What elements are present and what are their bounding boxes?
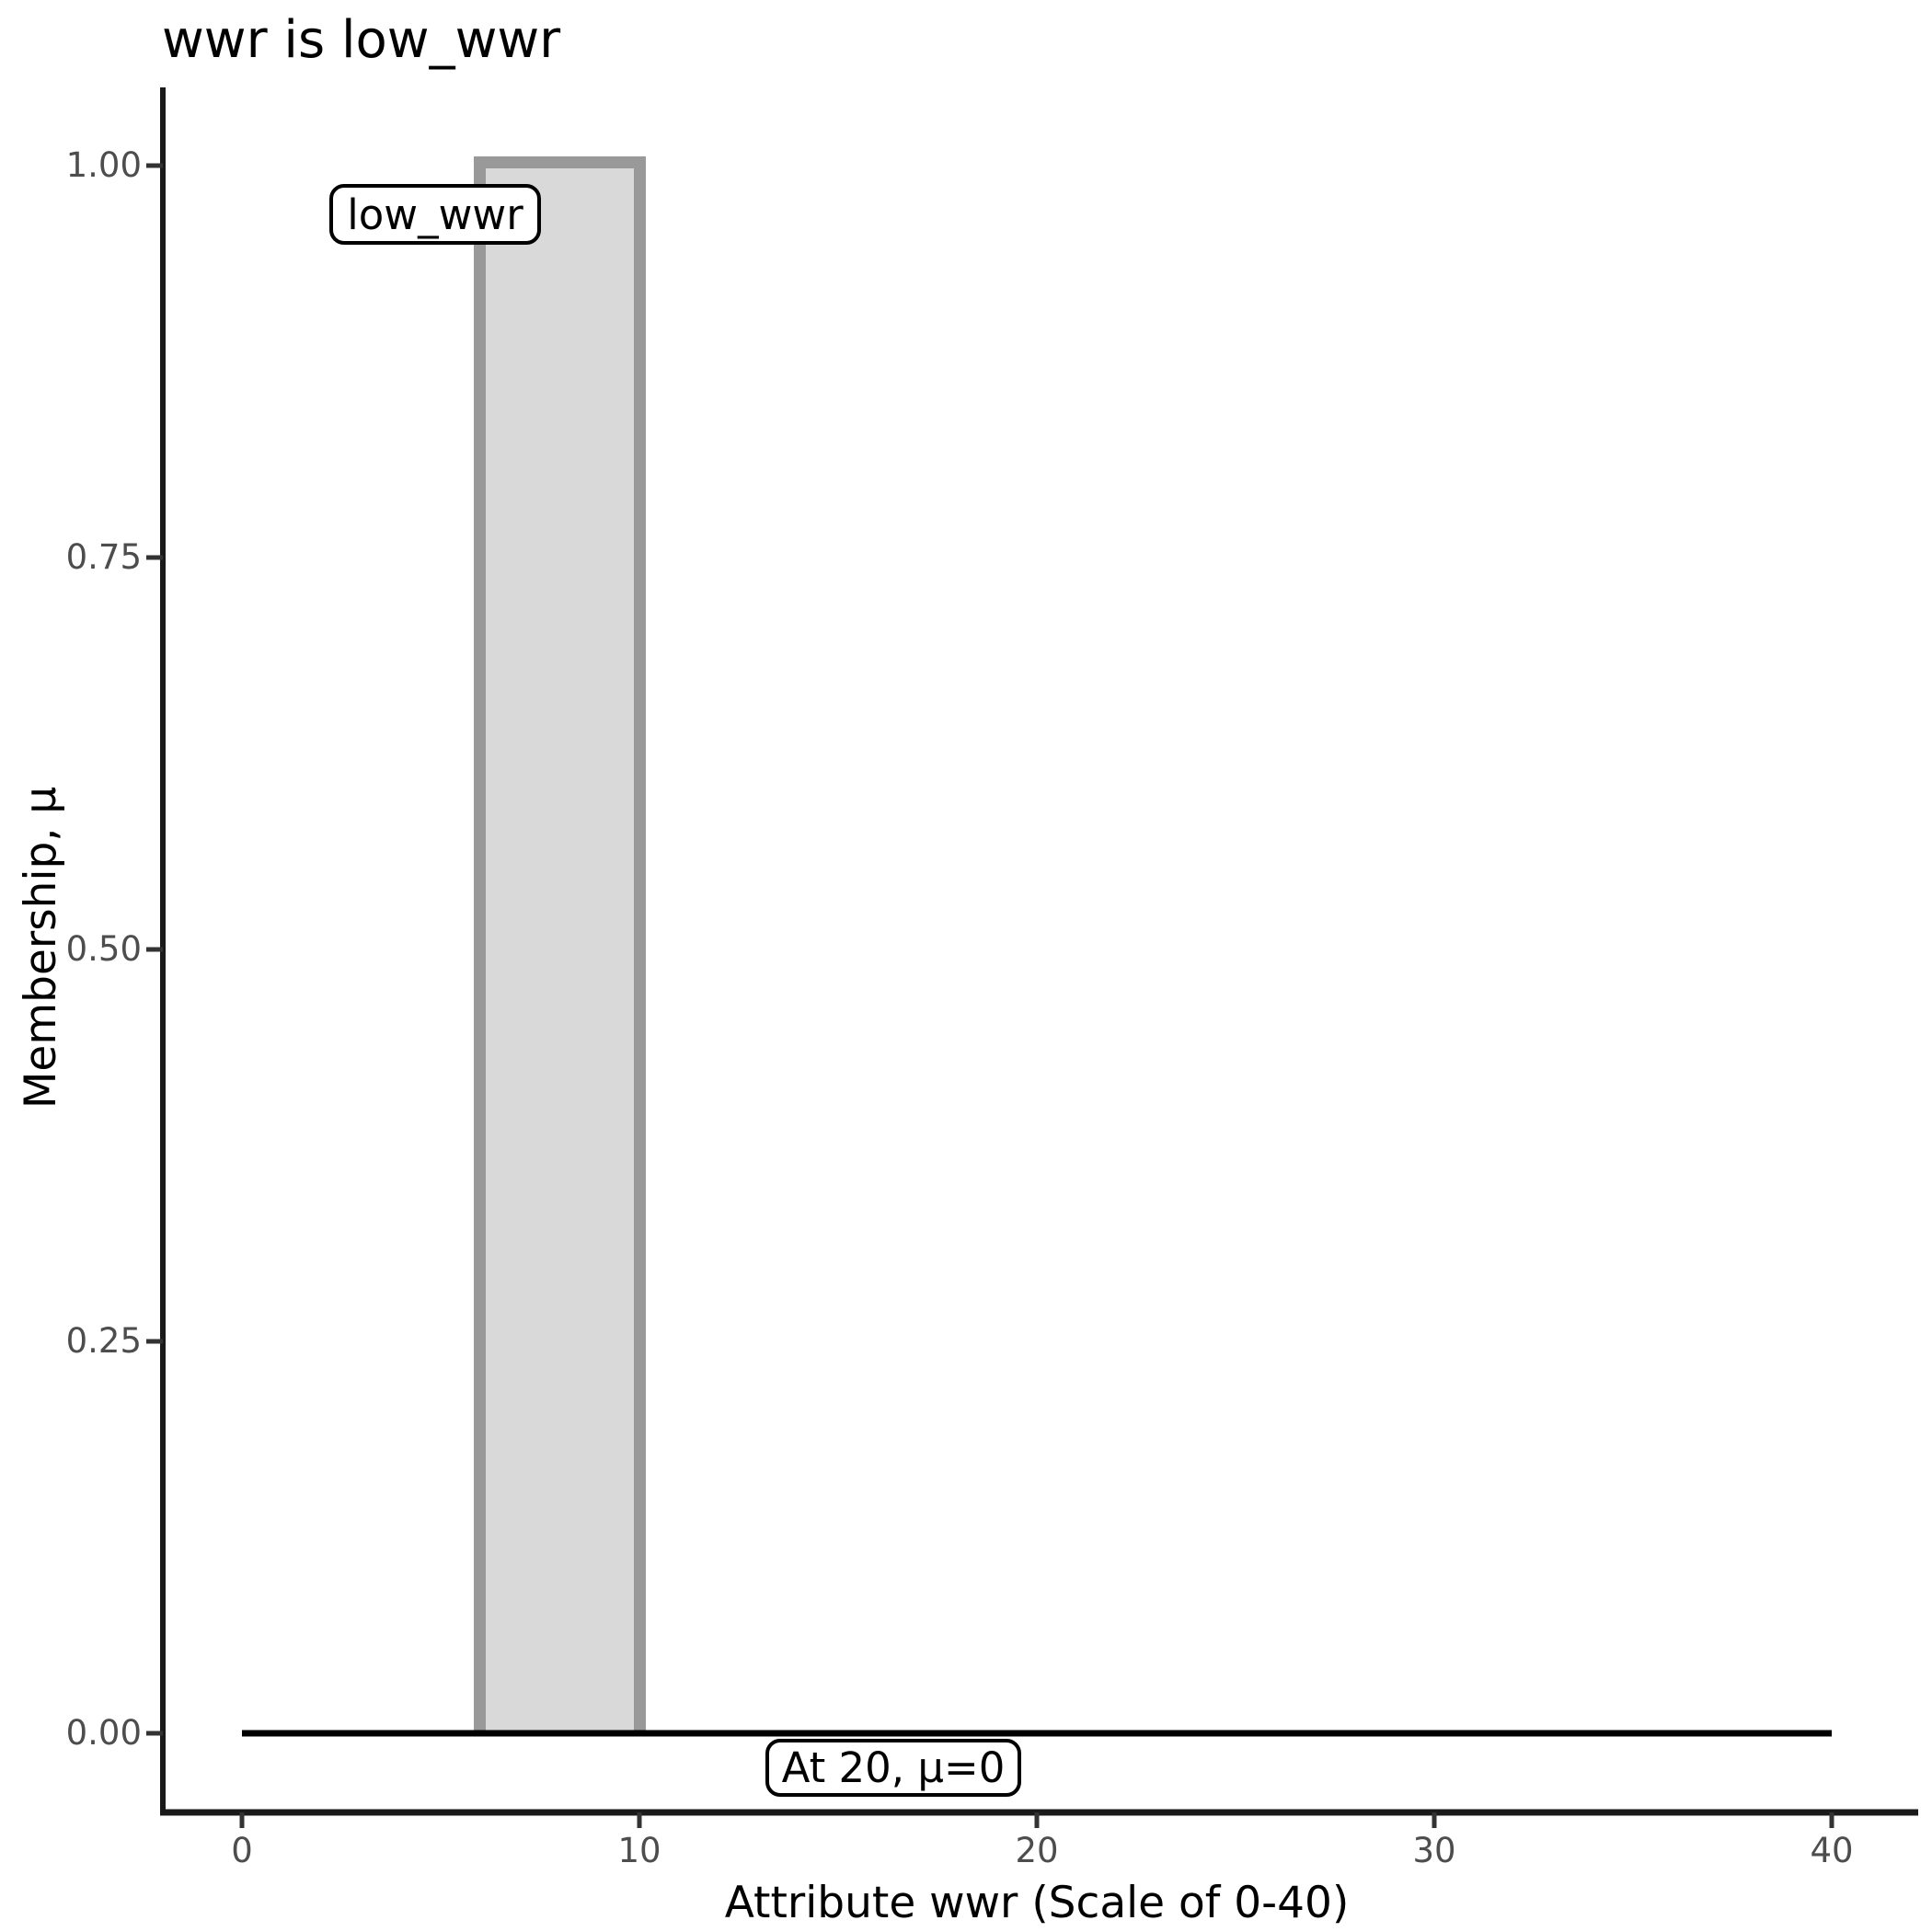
x-tick-label-30: 30 <box>1412 1831 1456 1870</box>
y-tick-label-1.00: 1.00 <box>65 145 142 185</box>
y-tick-label-0.75: 0.75 <box>65 537 142 577</box>
annotation-point-label-text: At 20, μ=0 <box>781 1743 1006 1792</box>
y-tick-label-0.00: 0.00 <box>65 1713 142 1753</box>
x-tick-label-40: 40 <box>1810 1831 1854 1870</box>
x-tick-label-20: 20 <box>1015 1831 1059 1870</box>
x-axis-title: Attribute wwr (Scale of 0-40) <box>724 1878 1350 1928</box>
x-tick-marks <box>239 1812 1834 1828</box>
y-tick-marks <box>146 163 163 1736</box>
membership-bar <box>474 156 646 1735</box>
x-tick-label-10: 10 <box>617 1831 661 1870</box>
annotation-set-label-text: low_wwr <box>347 190 523 239</box>
y-tick-label-0.25: 0.25 <box>65 1321 142 1361</box>
annotation-set-label: low_wwr <box>329 184 541 245</box>
y-axis-title: Membership, μ <box>16 786 66 1110</box>
y-tick-label-0.50: 0.50 <box>65 929 142 969</box>
x-tick-label-0: 0 <box>231 1831 253 1870</box>
annotation-point-label: At 20, μ=0 <box>765 1739 1021 1797</box>
chart-title: wwr is low_wwr <box>162 10 561 70</box>
